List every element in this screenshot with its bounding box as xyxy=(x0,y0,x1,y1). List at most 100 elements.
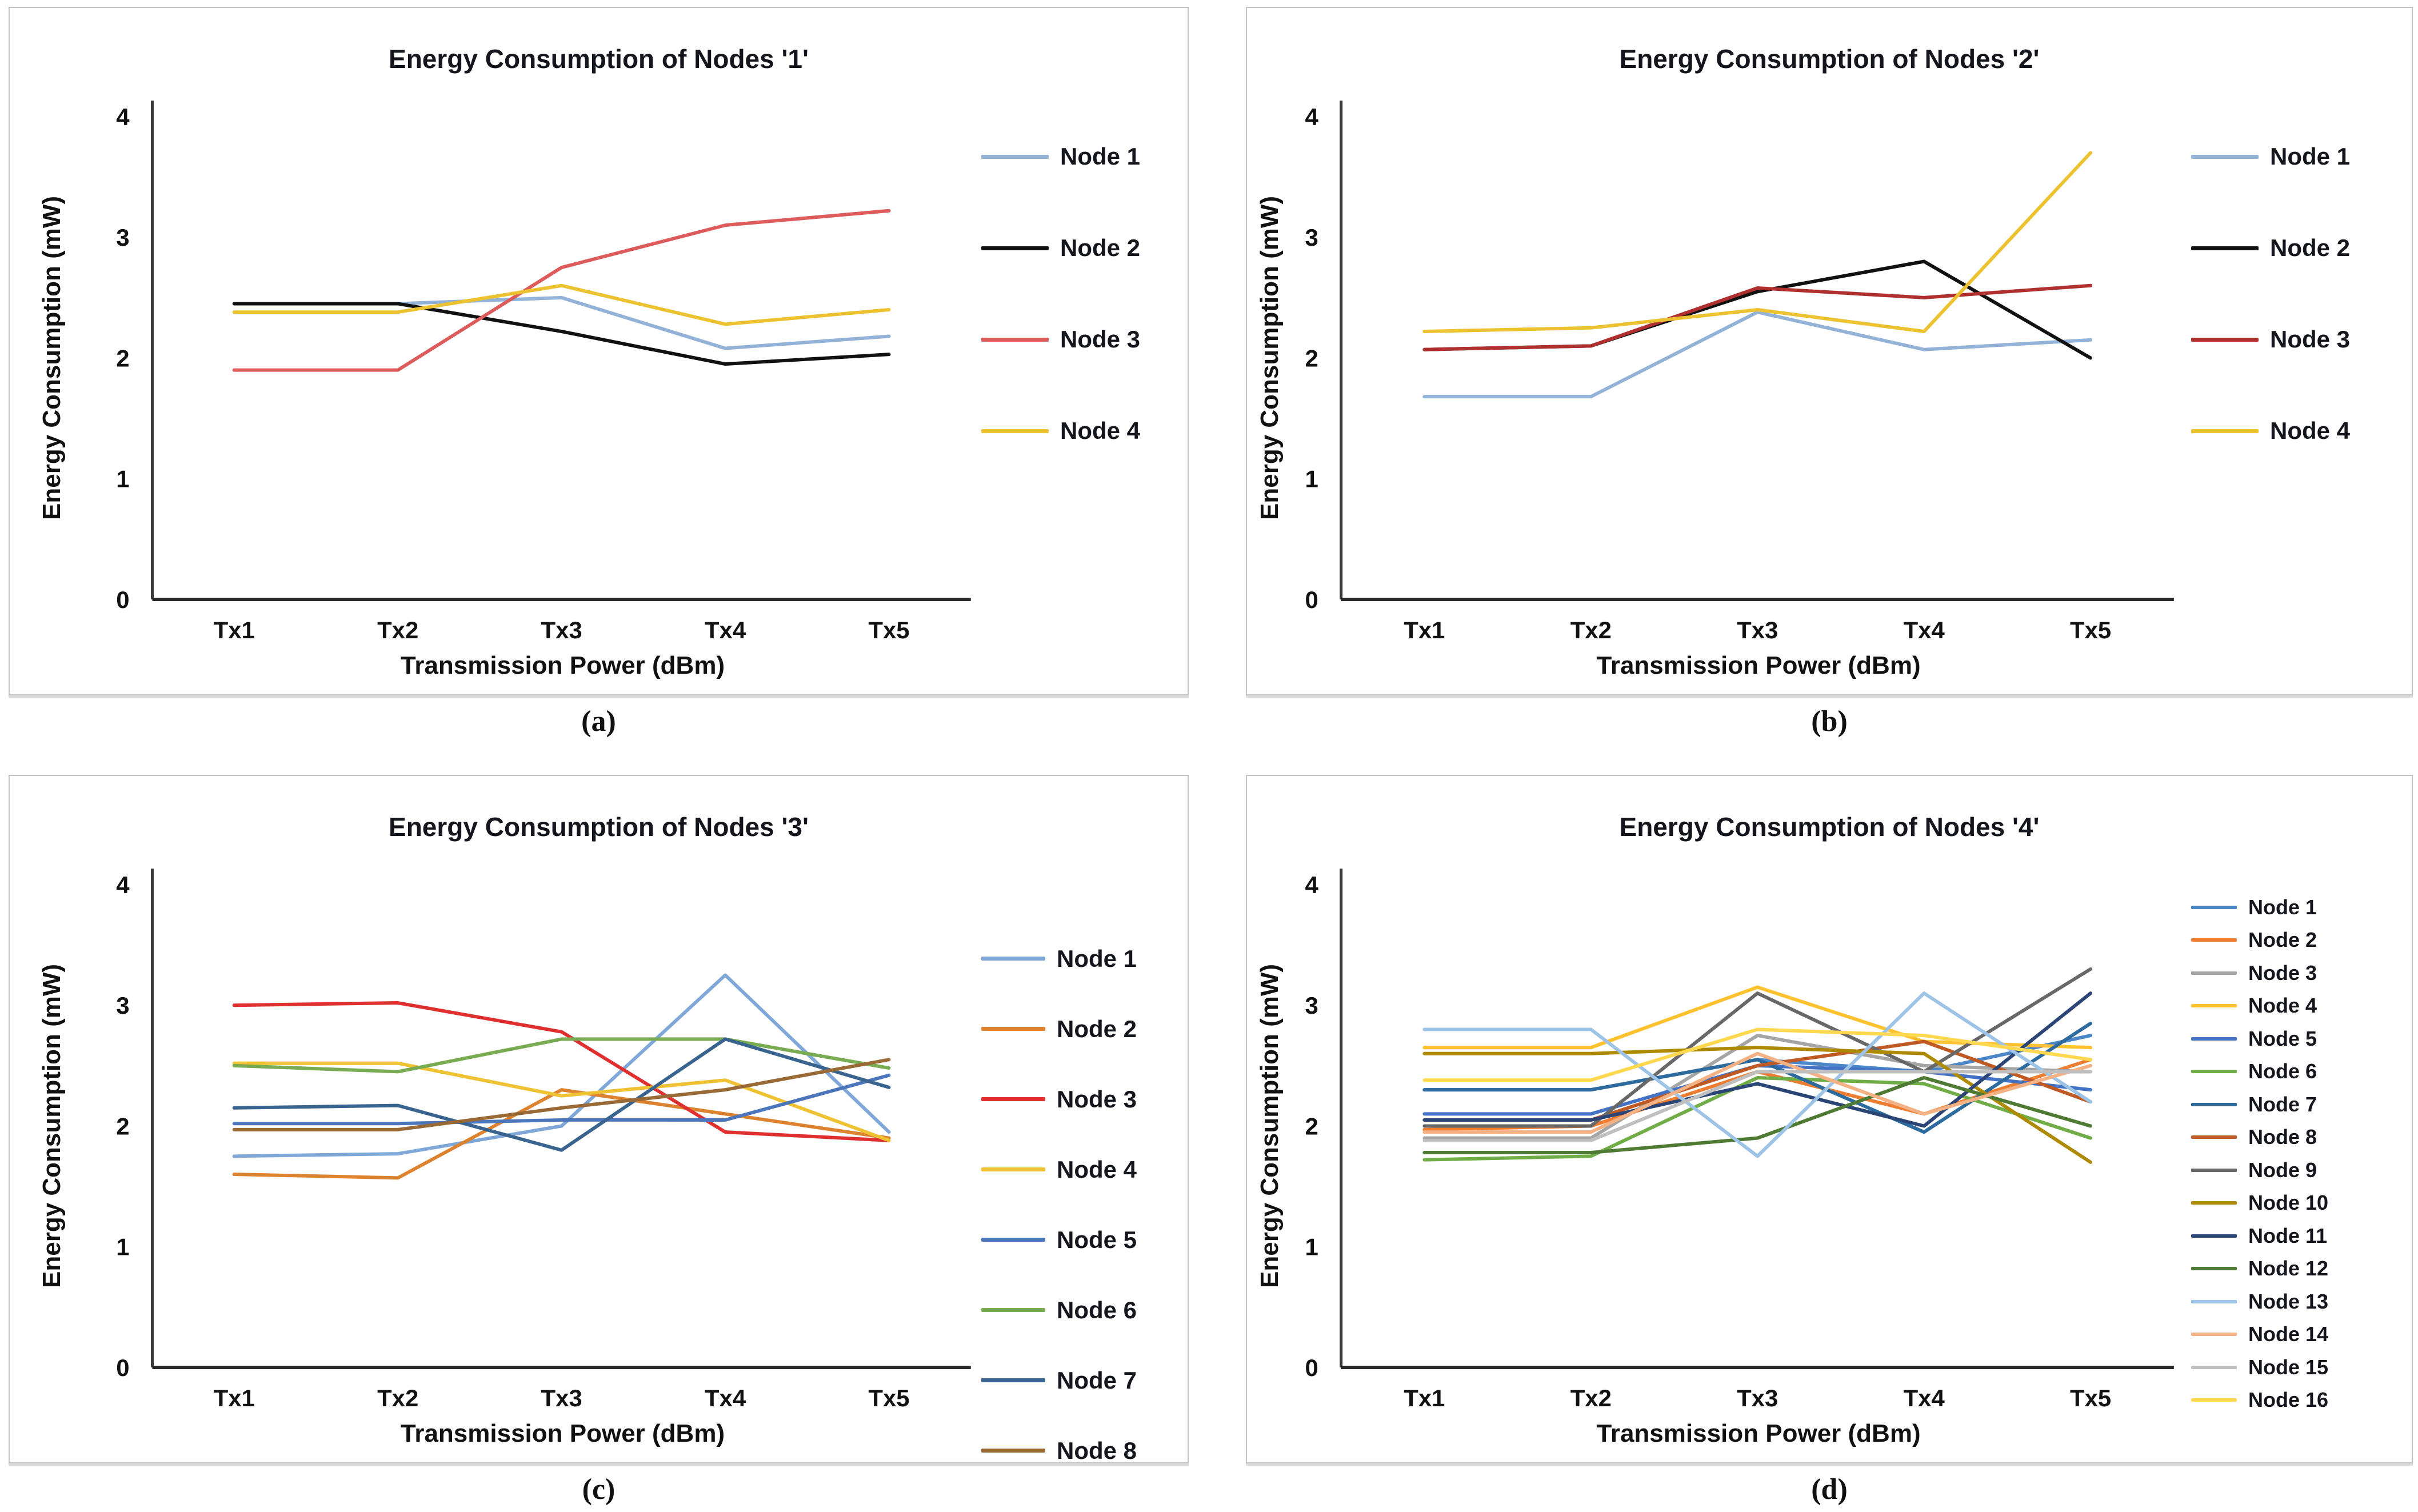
legend-line-sample xyxy=(981,1167,1045,1171)
series-line-node-6 xyxy=(232,1037,891,1074)
series-line-node-12 xyxy=(1422,1076,2093,1154)
y-tick-label: 3 xyxy=(1305,992,1318,1019)
panel-caption: (b) xyxy=(1811,705,1848,738)
legend-label: Node 5 xyxy=(1057,1226,1137,1253)
legend-line-sample xyxy=(981,1027,1045,1031)
series-line-node-7 xyxy=(232,1037,891,1152)
legend-label: Node 7 xyxy=(1057,1366,1137,1394)
legend-item: Node 4 xyxy=(2191,385,2408,477)
series-line-node-4 xyxy=(232,1061,891,1142)
legend: Node 1 Node 2 Node 3 Node 4 Node 5 Node 6 Node… xyxy=(2191,891,2408,1417)
legend-item: Node 5 xyxy=(2191,1022,2408,1055)
legend-line-sample xyxy=(2191,1398,2237,1402)
legend-item: Node 8 xyxy=(2191,1121,2408,1154)
legend: Node 1 Node 2 Node 3 Node 4 Node 5 Node 6 Node… xyxy=(981,923,1184,1486)
x-tick-label: Tx2 xyxy=(1570,1385,1612,1411)
legend-label: Node 11 xyxy=(2248,1223,2328,1247)
legend: Node 1 Node 2 Node 3 Node 4 xyxy=(981,111,1184,477)
legend-item: Node 1 xyxy=(981,923,1184,994)
legend-label: Node 3 xyxy=(1057,1085,1137,1113)
y-tick-label: 0 xyxy=(1305,1354,1318,1381)
legend-line-sample xyxy=(981,429,1049,433)
legend-line-sample xyxy=(2191,1234,2237,1238)
legend-line-sample xyxy=(981,154,1049,159)
legend-line-sample xyxy=(2191,1267,2237,1271)
plot-area: 0 1 2 3 4 Tx1 Tx2 Tx3 Tx4 Tx5 xyxy=(116,869,971,1411)
series-line-node-3 xyxy=(232,209,891,372)
plot-area: 0 1 2 3 4 Tx1 Tx2 Tx3 Tx4 Tx5 xyxy=(116,101,971,643)
legend-label: Node 4 xyxy=(2248,994,2317,1018)
y-tick-label: 4 xyxy=(1305,871,1318,898)
chart-title: Energy Consumption of Nodes '2' xyxy=(1619,44,2040,74)
legend-line-sample xyxy=(981,246,1049,250)
legend-item: Node 10 xyxy=(2191,1187,2408,1220)
legend-label: Node 3 xyxy=(2248,961,2317,985)
x-tick-label: Tx3 xyxy=(541,1385,582,1411)
legend-line-sample xyxy=(2191,1070,2237,1074)
legend-line-sample xyxy=(2191,905,2237,909)
legend-label: Node 14 xyxy=(2248,1322,2329,1346)
legend-item: Node 14 xyxy=(2191,1318,2408,1351)
legend-item: Node 3 xyxy=(2191,294,2408,385)
legend-line-sample xyxy=(2191,971,2237,975)
legend-line-sample xyxy=(2191,337,2259,342)
chart-title: Energy Consumption of Nodes '4' xyxy=(1619,812,2040,842)
legend-line-sample xyxy=(981,1097,1045,1101)
legend-label: Node 5 xyxy=(2248,1026,2317,1050)
y-tick-label: 1 xyxy=(1305,466,1318,493)
legend-line-sample xyxy=(981,957,1045,961)
legend-line-sample xyxy=(981,337,1049,342)
x-tick-label: Tx5 xyxy=(868,1385,909,1411)
plot-area: 0 1 2 3 4 Tx1 Tx2 Tx3 Tx4 Tx5 xyxy=(1305,869,2174,1411)
legend-line-sample xyxy=(2191,1299,2237,1303)
legend-item: Node 8 xyxy=(981,1415,1184,1486)
legend-label: Node 1 xyxy=(1057,945,1137,972)
x-tick-label: Tx1 xyxy=(1404,617,1445,643)
series-line-node-9 xyxy=(1422,967,2093,1128)
y-tick-label: 4 xyxy=(116,103,130,130)
x-tick-label: Tx1 xyxy=(214,1385,255,1411)
legend-label: Node 1 xyxy=(2270,143,2351,170)
x-axis-title: Transmission Power (dBm) xyxy=(400,1419,725,1447)
y-tick-label: 1 xyxy=(1305,1234,1318,1261)
legend-item: Node 3 xyxy=(981,1064,1184,1134)
legend-label: Node 2 xyxy=(2270,234,2351,261)
legend-line-sample xyxy=(2191,154,2259,159)
x-tick-label: Tx3 xyxy=(1737,1385,1778,1411)
legend-item: Node 2 xyxy=(981,994,1184,1064)
x-tick-label: Tx2 xyxy=(377,617,418,643)
y-tick-label: 3 xyxy=(116,224,129,251)
y-tick-label: 2 xyxy=(116,1113,129,1139)
legend-line-sample xyxy=(2191,1004,2237,1008)
y-tick-label: 1 xyxy=(116,1234,129,1261)
legend-item: Node 9 xyxy=(2191,1154,2408,1187)
series-line-node-4 xyxy=(1422,151,2093,334)
x-tick-label: Tx4 xyxy=(705,1385,746,1411)
series-line-node-3 xyxy=(1422,283,2093,351)
x-tick-label: Tx4 xyxy=(1904,617,1945,643)
legend-item: Node 2 xyxy=(981,202,1184,294)
series-line-node-2 xyxy=(232,302,891,366)
x-tick-label: Tx4 xyxy=(1904,1385,1945,1411)
x-axis-title: Transmission Power (dBm) xyxy=(1596,651,1921,679)
legend-item: Node 2 xyxy=(2191,202,2408,294)
legend-label: Node 12 xyxy=(2248,1257,2329,1281)
legend-label: Node 6 xyxy=(2248,1059,2317,1083)
y-tick-label: 3 xyxy=(1305,224,1318,251)
legend-item: Node 2 xyxy=(2191,924,2408,957)
series-line-node-8 xyxy=(232,1058,891,1131)
legend-item: Node 13 xyxy=(2191,1285,2408,1318)
y-tick-label: 3 xyxy=(116,992,129,1019)
x-tick-label: Tx4 xyxy=(705,617,746,643)
legend-item: Node 1 xyxy=(2191,891,2408,924)
y-tick-label: 2 xyxy=(1305,1113,1318,1139)
legend-label: Node 2 xyxy=(1057,1015,1137,1042)
legend-label: Node 4 xyxy=(1057,1155,1137,1183)
legend-item: Node 4 xyxy=(981,1134,1184,1205)
legend-item: Node 15 xyxy=(2191,1351,2408,1384)
legend-line-sample xyxy=(2191,246,2259,250)
legend-label: Node 1 xyxy=(2248,895,2317,919)
series-line-node-7 xyxy=(1422,1021,2093,1134)
legend-label: Node 13 xyxy=(2248,1289,2329,1313)
